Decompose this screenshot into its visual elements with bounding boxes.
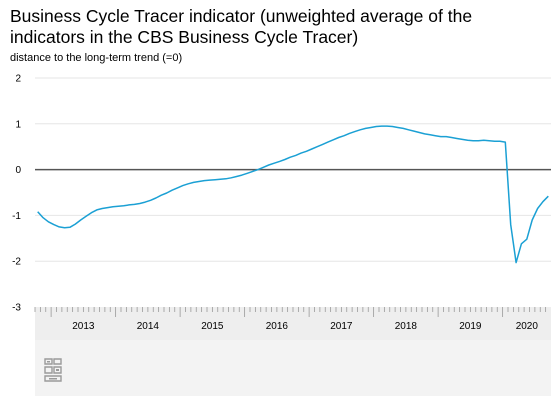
x-tick-label: 2013	[72, 321, 95, 332]
chart-footer	[35, 340, 551, 396]
series-line	[37, 125, 549, 264]
x-tick-label: 2018	[395, 321, 418, 332]
x-tick-label: 2017	[330, 321, 353, 332]
chart-title: Business Cycle Tracer indicator (unweigh…	[10, 6, 473, 47]
cbs-logo-icon	[44, 358, 62, 387]
x-tick-label: 2015	[201, 321, 224, 332]
x-tick-label: 2019	[459, 321, 482, 332]
y-tick-label: 1	[15, 119, 21, 130]
x-tick-label: 2014	[137, 321, 160, 332]
y-tick-label: 0	[15, 165, 21, 176]
y-tick-label: -1	[12, 211, 21, 222]
x-axis-band	[35, 307, 551, 340]
y-tick-label: -2	[12, 257, 21, 268]
y-tick-label: 2	[15, 74, 21, 85]
y-tick-label: -3	[12, 303, 21, 314]
x-tick-label: 2016	[266, 321, 289, 332]
x-tick-label: 2020	[516, 321, 539, 332]
y-axis-label: distance to the long-term trend (=0)	[10, 52, 183, 64]
